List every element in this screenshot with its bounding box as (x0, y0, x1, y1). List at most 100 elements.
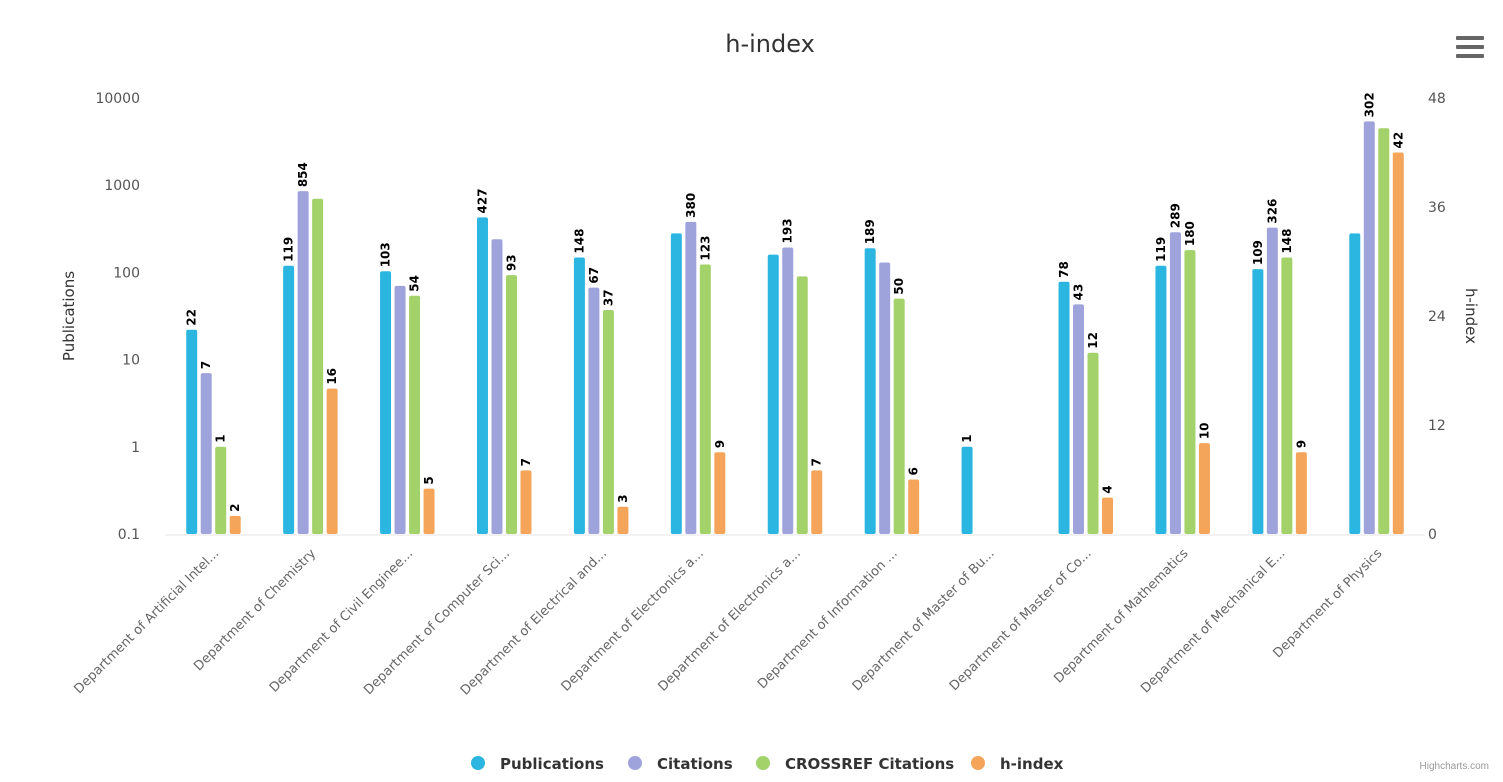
legend-marker (756, 756, 770, 770)
data-label: 7 (810, 458, 824, 466)
legend-item-label[interactable]: h-index (1000, 755, 1064, 773)
y-left-tick-label: 1 (131, 440, 140, 456)
bar-citations (491, 239, 503, 534)
data-label: 1 (960, 434, 974, 442)
bar-crossref-citations (505, 275, 517, 534)
y-left-tick-label: 10 (122, 353, 140, 369)
data-label: 7 (519, 458, 533, 466)
data-label: 42 (1391, 132, 1405, 149)
bar-citations (1073, 304, 1085, 534)
bar-h-index (811, 470, 823, 534)
legend-item-label[interactable]: Publications (500, 755, 604, 773)
bar-citations (685, 221, 697, 534)
bar-citations (200, 373, 212, 534)
data-label: 119 (282, 237, 296, 262)
bar-citations (588, 287, 600, 534)
data-label: 43 (1072, 284, 1086, 301)
data-label: 37 (601, 289, 615, 306)
y-right-axis-title: h-index (1462, 288, 1480, 344)
data-label: 148 (572, 228, 586, 253)
bar-crossref-citations (796, 276, 808, 534)
bar-h-index (229, 515, 241, 534)
data-label: 4 (1101, 485, 1115, 493)
bar-publications (1058, 281, 1070, 534)
data-label: 109 (1251, 240, 1265, 265)
data-label: 1 (214, 434, 228, 442)
data-label: 189 (863, 219, 877, 244)
bar-h-index (714, 452, 726, 534)
x-category-label: Department of Physics (1270, 546, 1385, 661)
y-left-axis-title: Publications (60, 271, 78, 361)
data-label: 7 (199, 361, 213, 369)
bar-citations (394, 285, 406, 534)
y-right-tick-label: 24 (1428, 309, 1446, 325)
bar-citations (1169, 232, 1181, 534)
data-label: 50 (892, 278, 906, 295)
legend-marker (628, 756, 642, 770)
bar-citations (297, 191, 309, 534)
bar-publications (380, 271, 392, 534)
bar-crossref-citations (602, 310, 614, 534)
data-label: 67 (587, 267, 601, 284)
chart-title: h-index (725, 30, 815, 58)
data-label: 326 (1265, 199, 1279, 224)
bar-h-index (1198, 443, 1210, 534)
bar-publications (1252, 269, 1264, 534)
bar-h-index (423, 488, 435, 534)
legend-marker (971, 756, 985, 770)
y-left-tick-label: 1000 (104, 178, 140, 194)
bar-h-index (1392, 152, 1404, 534)
data-label: 193 (781, 218, 795, 243)
data-label: 2 (228, 503, 242, 511)
data-label: 6 (907, 467, 921, 475)
bar-crossref-citations (1281, 257, 1293, 534)
bar-publications (573, 257, 585, 534)
bar-crossref-citations (1378, 128, 1390, 534)
data-label: 380 (684, 193, 698, 218)
bar-publications (670, 233, 682, 534)
y-left-tick-label: 0.1 (118, 527, 140, 543)
data-label: 93 (504, 254, 518, 271)
bar-h-index (617, 506, 629, 534)
data-label: 180 (1183, 221, 1197, 246)
data-label: 427 (475, 188, 489, 213)
data-label: 9 (1294, 440, 1308, 448)
data-label: 289 (1168, 203, 1182, 228)
bar-crossref-citations (699, 264, 711, 534)
bar-publications (961, 446, 973, 534)
data-label: 854 (296, 162, 310, 187)
data-label: 119 (1154, 237, 1168, 262)
data-label: 123 (698, 235, 712, 260)
hamburger-menu-icon[interactable] (1456, 36, 1484, 62)
bar-h-index (1295, 452, 1307, 534)
x-category-label: Department of Artificial Intel... (71, 546, 222, 697)
bar-publications (1155, 265, 1167, 534)
bar-citations (1363, 121, 1375, 534)
data-label: 10 (1197, 422, 1211, 439)
bar-h-index (326, 388, 338, 534)
data-label: 9 (713, 440, 727, 448)
y-right-tick-label: 36 (1428, 200, 1446, 216)
legend-item-label[interactable]: CROSSREF Citations (785, 755, 954, 773)
bar-publications (476, 217, 488, 534)
credits-link[interactable]: Highcharts.com (1419, 761, 1489, 772)
bar-citations (782, 247, 794, 535)
bar-crossref-citations (1184, 250, 1196, 534)
bar-h-index (1102, 497, 1114, 534)
bar-publications (864, 248, 876, 534)
data-label: 148 (1280, 228, 1294, 253)
data-label: 22 (185, 309, 199, 326)
bar-crossref-citations (893, 298, 905, 534)
bar-crossref-citations (1087, 352, 1099, 534)
legend-item-label[interactable]: Citations (657, 755, 733, 773)
data-label: 16 (325, 368, 339, 385)
y-left-tick-label: 100 (113, 265, 140, 281)
data-label: 54 (408, 275, 422, 292)
bar-publications (186, 329, 198, 534)
data-label: 3 (616, 494, 630, 502)
bar-publications (283, 265, 295, 534)
bar-crossref-citations (409, 295, 421, 534)
bar-h-index (520, 470, 532, 534)
